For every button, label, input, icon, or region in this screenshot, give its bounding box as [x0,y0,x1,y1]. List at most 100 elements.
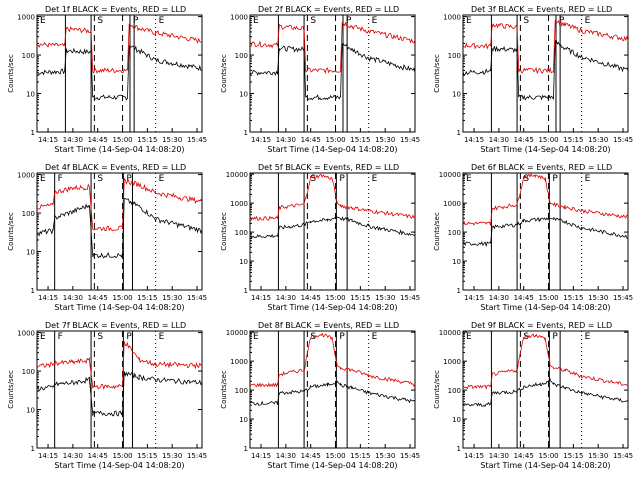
series-lld-line [36,341,203,390]
series-lld-line [249,332,416,388]
series-events-line [249,42,416,101]
plot-frame [36,330,203,449]
plot-frame [462,330,629,449]
x-tick-label: 15:15 [350,452,370,460]
panel-title: Det 6f BLACK = Events, RED = LLD [471,163,612,172]
y-tick-label: 1 [457,287,461,295]
segment-label: E [585,332,591,342]
x-tick-label: 15:45 [613,294,633,302]
y-tick-label: 100 [22,368,35,376]
segment-label: S [97,174,103,184]
x-tick-label: 14:30 [489,136,509,144]
segment-label: E [159,332,165,342]
plot-frame [249,14,416,133]
y-tick-label: 1 [244,445,248,453]
plot-frame [249,330,416,449]
segment-label: E [372,16,378,26]
segment-label: P [559,16,565,26]
x-tick-label: 15:30 [588,294,608,302]
segment-label: S [97,332,103,342]
segment-label: P [552,174,558,184]
y-axis-label: Counts/sec [433,54,441,93]
x-tick-label: 14:30 [63,452,83,460]
segment-label: E [585,16,591,26]
x-tick-label: 14:45 [514,294,534,302]
y-tick-label: 100 [235,387,248,395]
panel-title: Det 2f BLACK = Events, RED = LLD [258,5,399,14]
x-tick-label: 14:45 [88,294,108,302]
segment-label: E [40,332,46,342]
y-tick-label: 1 [31,129,35,137]
panel-det-6: Det 6f BLACK = Events, RED = LLD E S P E 1 10 1… [433,163,633,312]
x-tick-label: 14:30 [63,294,83,302]
panel-title: Det 5f BLACK = Events, RED = LLD [258,163,399,172]
plot-frame [36,172,203,291]
y-tick-label: 1000 [230,200,248,208]
x-tick-label: 15:30 [588,136,608,144]
y-tick-label: 10 [26,249,35,257]
y-tick-label: 100 [448,387,461,395]
y-tick-label: 1000 [230,358,248,366]
y-tick-label: 10 [452,91,461,99]
segment-label: E [159,174,165,184]
series-events-line [36,197,203,259]
x-tick-label: 15:15 [563,294,583,302]
x-tick-label: 15:30 [162,136,182,144]
segment-label: S [523,174,529,184]
y-tick-label: 100 [235,52,248,60]
series-lld-line [36,23,203,75]
y-axis-label: Counts/sec [7,370,15,409]
x-tick-label: 14:45 [301,136,321,144]
y-tick-label: 1000 [230,14,248,22]
x-tick-label: 15:15 [137,294,157,302]
y-tick-label: 1 [457,445,461,453]
x-tick-label: 14:15 [38,452,58,460]
panel-title: Det 9f BLACK = Events, RED = LLD [471,321,612,330]
x-tick-label: 15:15 [563,136,583,144]
segment-label: E [466,332,472,342]
x-axis-label: Start Time (14-Sep-04 14:08:20) [267,461,397,470]
x-axis-label: Start Time (14-Sep-04 14:08:20) [54,303,184,312]
y-tick-label: 1000 [17,14,35,22]
y-tick-label: 10000 [439,171,461,179]
y-tick-label: 100 [448,52,461,60]
panel-det-5: Det 5f BLACK = Events, RED = LLD S P E 1 10 10… [220,163,420,312]
segment-label: P [552,332,558,342]
y-tick-label: 100 [22,52,35,60]
x-tick-label: 15:30 [375,294,395,302]
segment-label: E [585,174,591,184]
segment-label: E [40,174,46,184]
series-events-line [250,216,416,239]
y-tick-label: 10000 [439,329,461,337]
x-tick-label: 14:15 [464,452,484,460]
x-tick-label: 14:15 [251,136,271,144]
panel-det-2: Det 2f BLACK = Events, RED = LLD E S P E 1 10 1… [220,5,420,154]
x-axis-label: Start Time (14-Sep-04 14:08:20) [267,303,397,312]
y-tick-label: 100 [235,229,248,237]
y-tick-label: 10000 [226,171,248,179]
y-axis-label: Counts/sec [7,212,15,251]
panel-det-1: Det 1f BLACK = Events, RED = LLD E S P E 1 10 1… [7,5,207,154]
x-tick-label: 15:00 [538,294,558,302]
x-tick-label: 15:30 [375,136,395,144]
y-tick-label: 10000 [226,329,248,337]
segment-label: S [523,332,529,342]
x-tick-label: 15:00 [325,294,345,302]
x-tick-label: 15:15 [137,136,157,144]
series-events-line [462,377,629,408]
segment-label: P [339,332,345,342]
x-tick-label: 15:15 [137,452,157,460]
x-tick-label: 14:45 [514,136,534,144]
y-tick-label: 10 [26,91,35,99]
y-tick-label: 10 [452,258,461,266]
segment-label: E [159,16,165,26]
x-tick-label: 15:30 [162,452,182,460]
plot-frame [36,14,203,133]
y-tick-label: 10 [239,416,248,424]
x-tick-label: 14:45 [514,452,534,460]
segment-label: E [253,332,259,342]
panel-title: Det 1f BLACK = Events, RED = LLD [45,5,186,14]
x-tick-label: 15:15 [350,136,370,144]
panel-det-7: Det 7f BLACK = Events, RED = LLD E F S P E 1 10… [7,321,207,470]
y-tick-label: 10 [239,91,248,99]
